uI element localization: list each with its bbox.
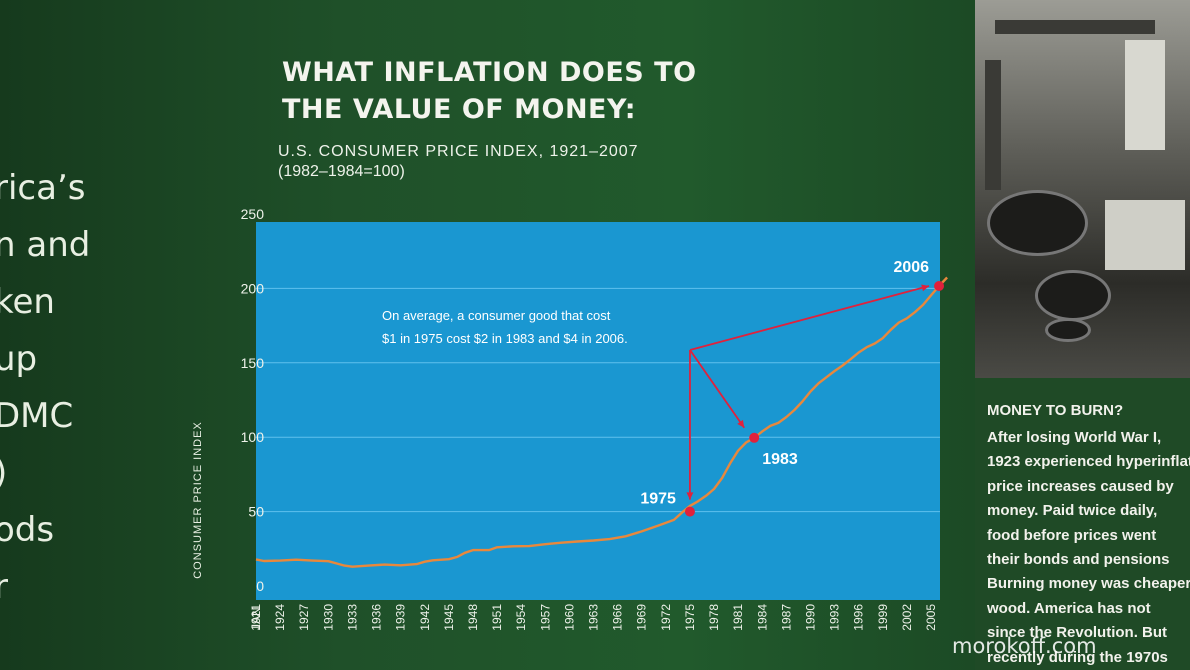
left-fragment: up	[0, 339, 38, 379]
plot-area	[256, 222, 940, 600]
x-tick-label: 1948	[466, 604, 480, 631]
exhibit-title: WHAT INFLATION DOES TO THE VALUE OF MONE…	[282, 54, 697, 128]
x-tick-label: 1972	[659, 604, 673, 631]
sidebar-line: recently during the 1970s	[987, 648, 1168, 666]
x-tick-label: JAN	[249, 607, 263, 630]
sidebar-heading: MONEY TO BURN?	[987, 402, 1124, 419]
x-tick-label: 1921	[249, 604, 263, 631]
historical-photo	[975, 0, 1190, 378]
data-marker	[684, 506, 695, 517]
x-tick-label: 1990	[803, 604, 817, 631]
x-tick-label: 1984	[755, 604, 769, 631]
subtitle-line: (1982–1984=100)	[278, 163, 405, 180]
marker-label: 1983	[762, 451, 798, 468]
x-tick-label: 1945	[442, 604, 456, 631]
x-tick-label: 1951	[490, 604, 504, 631]
y-tick-label: 150	[241, 355, 265, 371]
left-fragment: ken	[0, 282, 55, 322]
x-tick-label: 1960	[562, 604, 576, 631]
annotation-arrow	[689, 285, 930, 351]
x-tick-label: 1930	[321, 604, 335, 631]
x-tick-label: 1942	[418, 604, 432, 631]
left-fragment: n and	[0, 225, 91, 265]
sidebar-line: wood. America has not	[987, 599, 1151, 617]
x-tick-label: 1954	[514, 604, 528, 631]
chart-subtitle: U.S. CONSUMER PRICE INDEX, 1921–2007 (19…	[278, 142, 639, 182]
marker-label: 1975	[640, 491, 676, 508]
x-tick-label: 1927	[297, 604, 311, 631]
annotation-note: $1 in 1975 cost $2 in 1983 and $4 in 200…	[382, 331, 628, 346]
watermark: morokoff.com	[952, 634, 1097, 658]
y-tick-label: 100	[241, 429, 265, 445]
x-tick-label: 1939	[394, 604, 408, 631]
title-line: THE VALUE OF MONEY:	[282, 94, 636, 125]
sidebar-line: Burning money was cheaper	[987, 575, 1190, 593]
subtitle-line: U.S. CONSUMER PRICE INDEX, 1921–2007	[278, 143, 639, 160]
title-line: WHAT INFLATION DOES TO	[282, 57, 697, 88]
annotation-arrow	[689, 349, 745, 429]
x-tick-label: 1957	[538, 604, 552, 631]
y-tick-label: 0	[256, 578, 264, 594]
x-tick-label: 1978	[707, 604, 721, 631]
sidebar-line: since the Revolution. But	[987, 624, 1168, 642]
marker-label: 2006	[893, 259, 929, 276]
y-tick-label: 50	[248, 504, 264, 520]
annotation-arrowhead	[737, 419, 745, 428]
x-tick-label: 1924	[273, 604, 287, 631]
x-tick-label: 2005	[924, 604, 938, 631]
annotation-note: On average, a consumer good that cost	[382, 308, 611, 323]
left-fragment: )	[0, 445, 104, 502]
left-fragment: rica’s	[0, 168, 86, 208]
x-tick-label: 1936	[370, 604, 384, 631]
x-tick-label: 1963	[587, 604, 601, 631]
x-tick-label: 1933	[345, 604, 359, 631]
x-tick-label: 1969	[635, 604, 649, 631]
sidebar-line: their bonds and pensions	[987, 551, 1170, 569]
x-tick-label: 2002	[900, 604, 914, 631]
y-axis-label: CONSUMER PRICE INDEX	[192, 421, 204, 579]
x-tick-label: 1975	[683, 604, 697, 631]
sidebar-line: food before prices went	[987, 526, 1157, 544]
sidebar-body: After losing World War I, 1923 experienc…	[987, 426, 1190, 670]
x-tick-label: 1999	[876, 604, 890, 631]
x-tick-label: 1966	[611, 604, 625, 631]
x-tick-label: 1996	[852, 604, 866, 631]
annotation-arrowhead	[921, 284, 930, 292]
data-marker	[934, 281, 945, 292]
left-fragment: r	[0, 567, 8, 607]
x-tick-label: 1993	[828, 604, 842, 631]
x-tick-label: 1981	[731, 604, 745, 631]
sidebar-line: price increases caused by	[987, 477, 1174, 495]
left-fragment: DMC	[0, 396, 74, 436]
sidebar-line: money. Paid twice daily,	[987, 502, 1158, 520]
sidebar-line: After losing World War I,	[987, 429, 1162, 446]
left-fragment: ods	[0, 510, 55, 550]
left-panel-text: rica’s n and ken up DMC ) ods r	[0, 160, 104, 616]
x-tick-label: 1987	[779, 604, 793, 631]
annotation-arrowhead	[686, 492, 694, 500]
y-tick-label: 200	[241, 280, 265, 296]
data-marker	[749, 432, 760, 443]
y-tick-label: 250	[241, 206, 265, 222]
sidebar-line: 1923 experienced hyperinflation,	[987, 453, 1190, 471]
